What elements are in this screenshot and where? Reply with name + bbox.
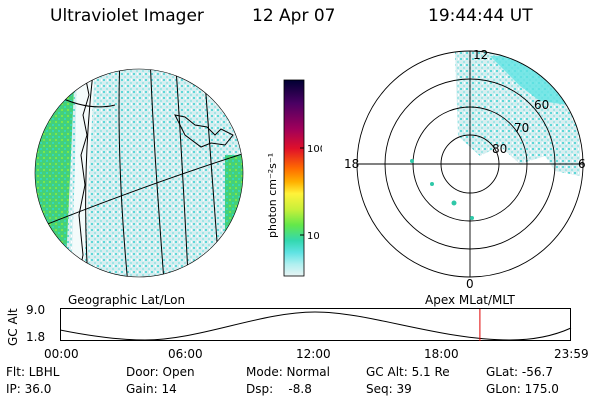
mlt-label-0: 0 bbox=[466, 277, 474, 291]
lat-label-80: 80 bbox=[492, 142, 507, 156]
info-seq: Seq: 39 bbox=[366, 382, 412, 396]
mlt-label-6: 6 bbox=[578, 157, 586, 171]
timeline-xtick-1: 06:00 bbox=[168, 347, 203, 361]
info-ip: IP: 36.0 bbox=[6, 382, 52, 396]
time-label: 19:44:44 UT bbox=[428, 6, 533, 26]
timeline-ybottom: 1.8 bbox=[26, 330, 46, 344]
mlt-label-12: 12 bbox=[473, 48, 488, 62]
timeline-ylabel: GC Alt bbox=[6, 308, 20, 346]
info-gain: Gain: 14 bbox=[126, 382, 177, 396]
timeline-ylabel-container: GC Alt bbox=[6, 308, 20, 348]
app-title: Ultraviolet Imager bbox=[50, 6, 204, 26]
colorbar: 100 10 photon cm⁻²s⁻¹ bbox=[266, 79, 322, 277]
timeline-xtick-0: 00:00 bbox=[44, 347, 79, 361]
geographic-image bbox=[34, 68, 244, 278]
timeline-xtick-2: 12:00 bbox=[296, 347, 331, 361]
info-gc-alt: GC Alt: 5.1 Re bbox=[366, 365, 450, 379]
timeline-xtick-3: 18:00 bbox=[424, 347, 459, 361]
orbit-timeline bbox=[60, 308, 572, 341]
timeline-xtick-4: 23:59 bbox=[554, 347, 589, 361]
colorbar-tick-10: 10 bbox=[307, 231, 320, 242]
polar-panel-label: Apex MLat/MLT bbox=[425, 293, 515, 307]
colorbar-tick-100: 100 bbox=[307, 144, 322, 155]
info-filter: Flt: LBHL bbox=[6, 365, 60, 379]
mlt-label-18: 18 bbox=[344, 157, 359, 171]
colorbar-unit-label: photon cm⁻²s⁻¹ bbox=[266, 153, 279, 238]
info-dsp: Dsp: -8.8 bbox=[246, 382, 312, 396]
lat-label-60: 60 bbox=[534, 98, 549, 112]
info-door: Door: Open bbox=[126, 365, 195, 379]
info-glon: GLon: 175.0 bbox=[486, 382, 559, 396]
geo-panel-label: Geographic Lat/Lon bbox=[68, 293, 186, 307]
lat-label-70: 70 bbox=[514, 121, 529, 135]
polar-plot: 12 18 6 0 60 70 80 bbox=[344, 48, 586, 291]
timeline-ytop: 9.0 bbox=[26, 303, 46, 317]
info-mode: Mode: Normal bbox=[246, 365, 330, 379]
info-glat: GLat: -56.7 bbox=[486, 365, 553, 379]
date-label: 12 Apr 07 bbox=[252, 6, 336, 26]
